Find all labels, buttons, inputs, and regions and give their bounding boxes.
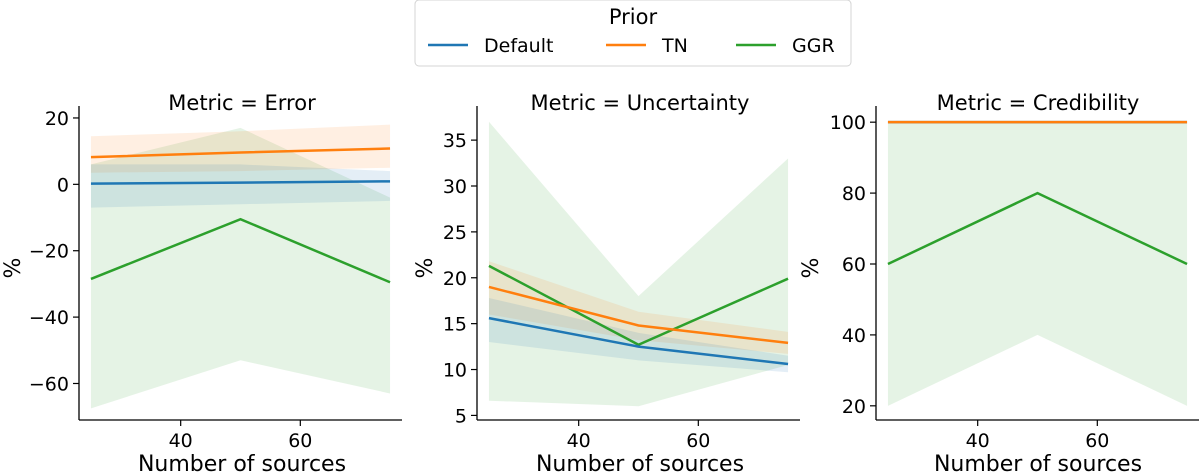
legend-frame <box>414 0 852 67</box>
x-axis-title: Number of sources <box>934 452 1142 474</box>
line-ggr <box>887 191 1188 266</box>
y-tick-label: 20 <box>443 268 467 290</box>
panel-credibility: Metric = Credibility % Number of sources… <box>799 91 1199 474</box>
panel-title: Metric = Uncertainty <box>531 91 750 115</box>
y-axis-title: % <box>1 258 26 279</box>
band-ggr <box>90 127 391 409</box>
legend: Prior Default TN GGR <box>414 0 852 67</box>
legend-label-tn: TN <box>661 35 688 57</box>
x-tick-label: 60 <box>686 430 710 452</box>
line-ggr <box>90 217 391 284</box>
legend-label-ggr: GGR <box>792 35 835 57</box>
y-tick-label: 100 <box>830 112 866 134</box>
x-axis-title: Number of sources <box>138 452 346 474</box>
x-axis-title: Number of sources <box>536 452 744 474</box>
y-tick-label: 15 <box>443 314 467 336</box>
line-tn <box>488 285 789 345</box>
y-axis-title: % <box>413 258 438 279</box>
y-tick-label: 5 <box>455 405 467 427</box>
panel-uncertainty: Metric = Uncertainty % Number of sources… <box>413 91 800 474</box>
line-ggr <box>488 264 789 347</box>
line-default <box>488 316 789 366</box>
line-default <box>90 180 391 185</box>
x-tick-label: 60 <box>1085 430 1109 452</box>
y-axis-title: % <box>799 258 824 279</box>
band-ggr <box>887 122 1188 406</box>
panel-error: Metric = Error % Number of sources −60 −4… <box>1 91 402 474</box>
band-default <box>488 297 789 373</box>
plot-area: −60 −40 −20 0 20 40 60 <box>29 106 402 452</box>
panel-title: Metric = Credibility <box>937 91 1140 115</box>
y-tick-label: −40 <box>29 307 69 329</box>
x-tick-label: 40 <box>567 430 591 452</box>
y-tick-label: 40 <box>842 325 866 347</box>
plot-area: 20 40 60 80 100 40 60 <box>830 106 1199 452</box>
y-tick-label: 20 <box>45 108 69 130</box>
y-tick-label: −60 <box>29 373 69 395</box>
y-tick-label: 80 <box>842 183 866 205</box>
y-tick-label: 20 <box>842 396 866 418</box>
y-tick-label: 30 <box>443 176 467 198</box>
plot-area: 5 10 15 20 25 30 35 40 60 <box>443 106 800 452</box>
band-default <box>90 164 391 208</box>
band-tn <box>488 261 789 354</box>
legend-title: Prior <box>609 5 658 29</box>
band-tn <box>90 124 391 173</box>
y-tick-label: −20 <box>29 241 69 263</box>
x-tick-label: 40 <box>169 430 193 452</box>
x-tick-label: 60 <box>288 430 312 452</box>
y-tick-label: 25 <box>443 222 467 244</box>
line-tn <box>90 147 391 159</box>
y-tick-label: 0 <box>57 174 69 196</box>
panel-title: Metric = Error <box>168 91 316 115</box>
legend-label-default: Default <box>484 35 553 57</box>
y-tick-label: 10 <box>443 360 467 382</box>
y-tick-label: 35 <box>443 130 467 152</box>
x-tick-label: 40 <box>966 430 990 452</box>
y-tick-label: 60 <box>842 254 866 276</box>
